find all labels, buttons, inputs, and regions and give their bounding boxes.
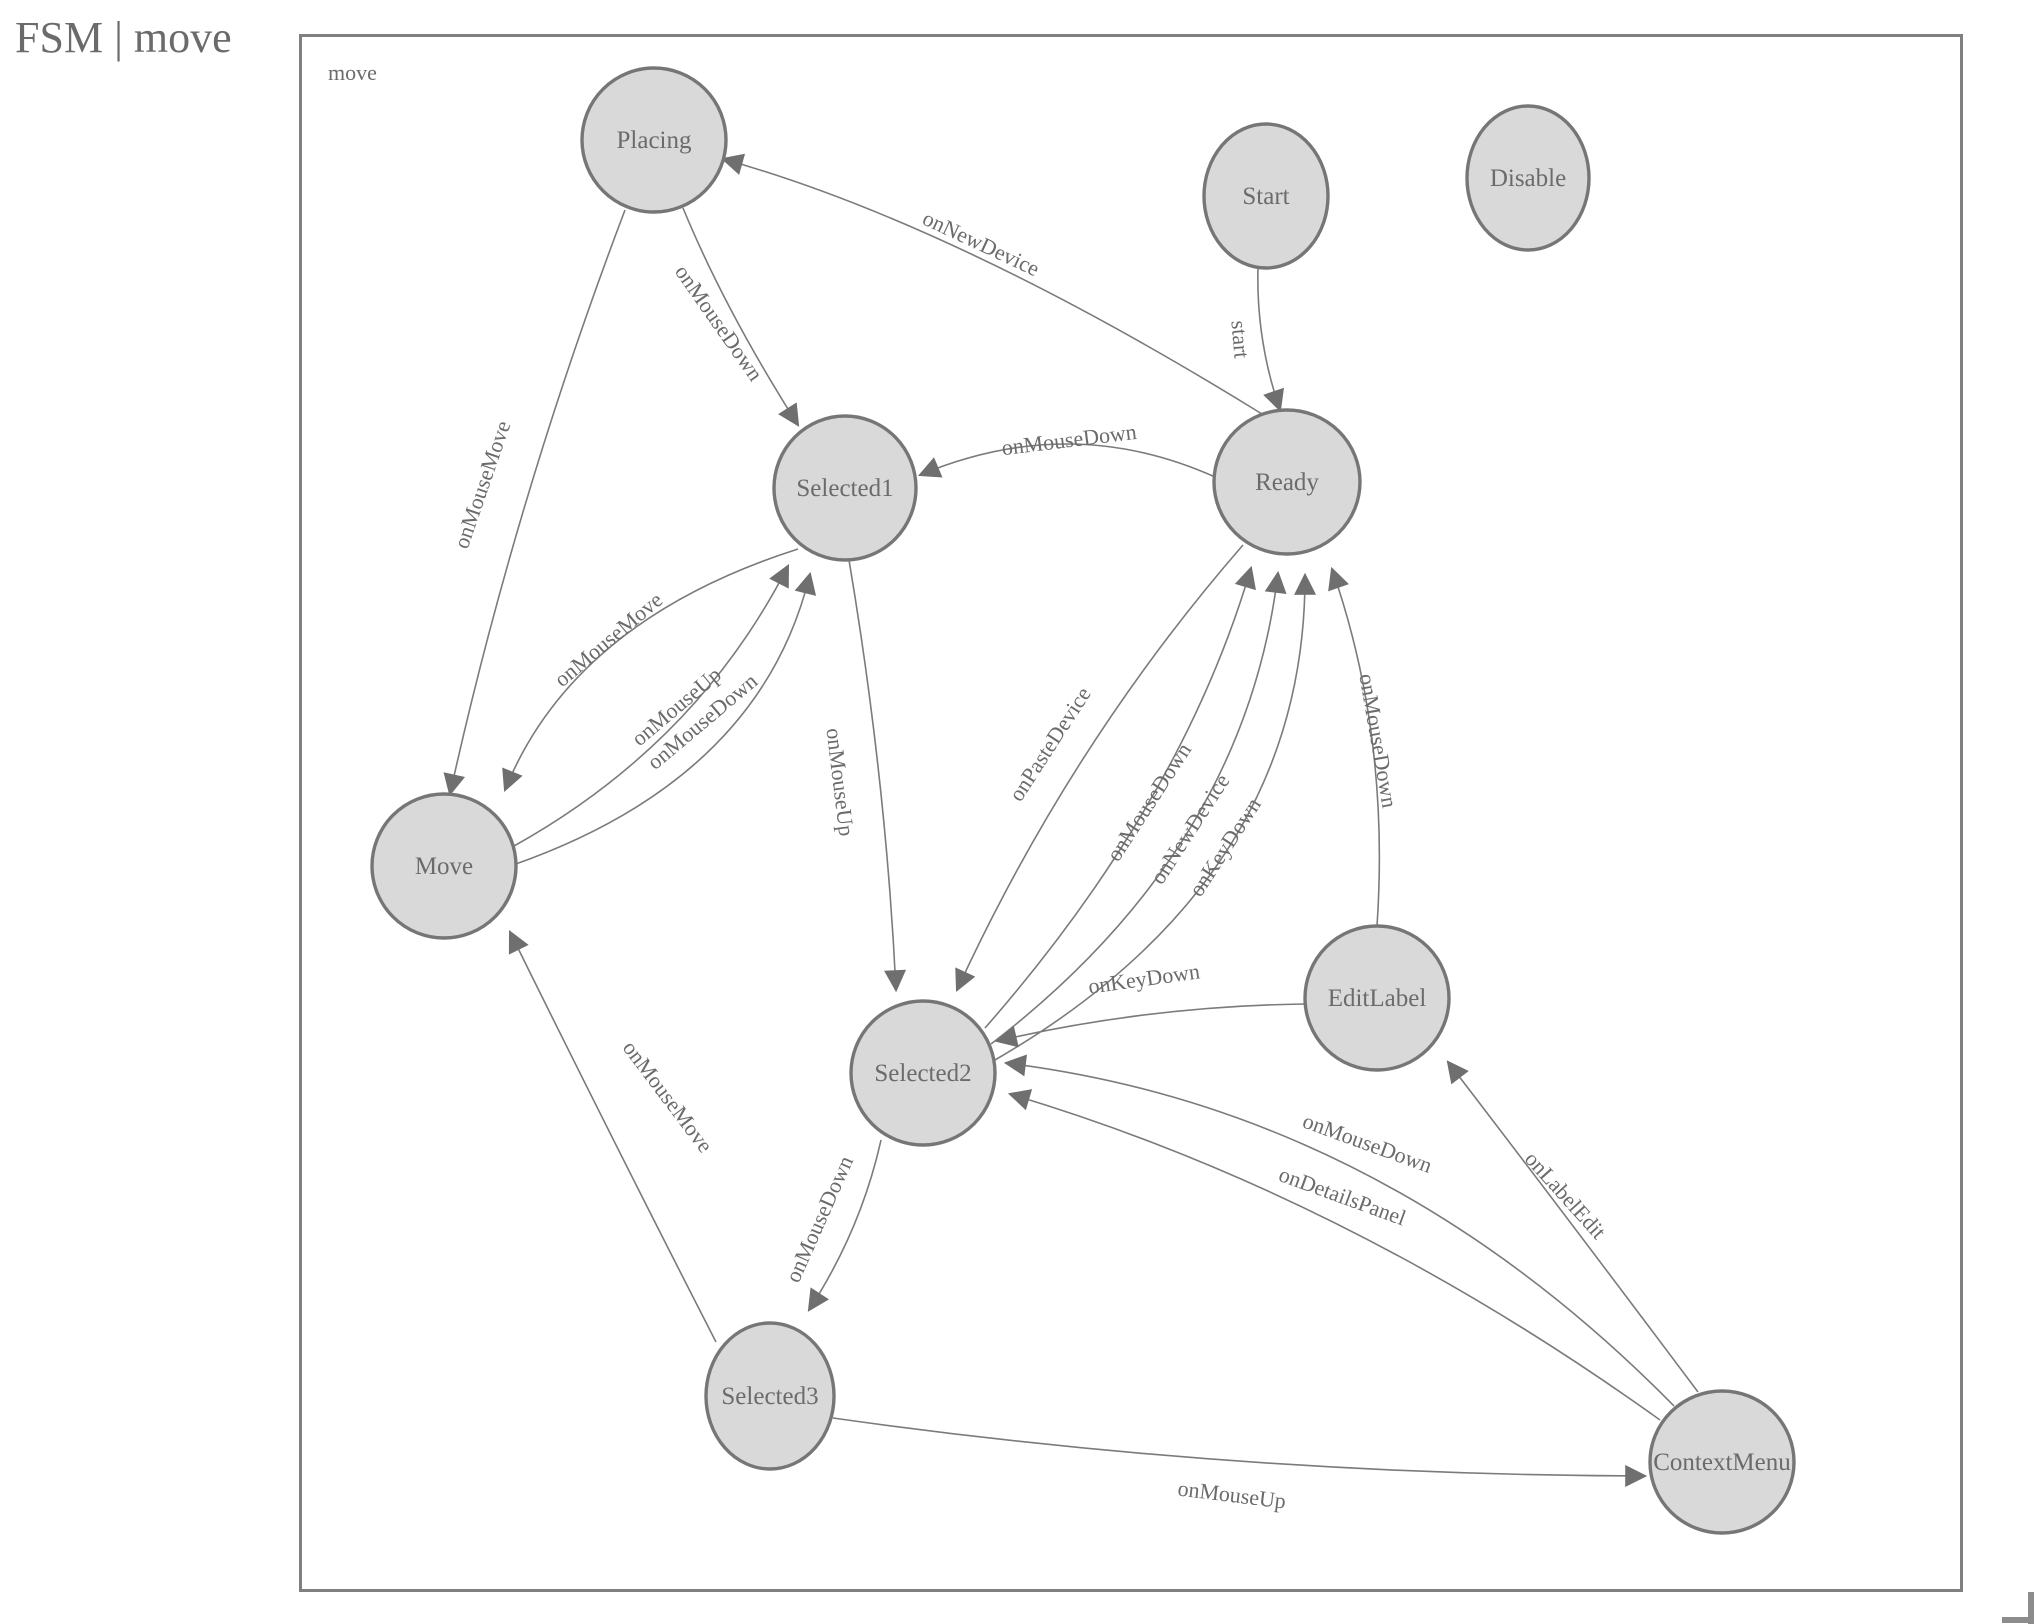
state-circle[interactable]: [772, 414, 918, 562]
transition-Selected2-Ready-onKeyDown: [994, 572, 1317, 1061]
state-label: Placing: [617, 127, 692, 154]
state-node-Selected3[interactable]: Selected3: [704, 1321, 836, 1471]
transition-Selected3-ContextMenu-onMouseUp: [832, 1417, 1648, 1487]
state-label: ContextMenu: [1653, 1449, 1791, 1476]
state-label: EditLabel: [1328, 985, 1427, 1012]
state-label: Ready: [1255, 469, 1319, 496]
transition-label: onDetailsPanel: [1276, 1161, 1410, 1230]
transition-Move-Selected1-onMouseDown: [512, 571, 817, 866]
scrollbar-corner: [2002, 1617, 2034, 1623]
transition-label: onNewDevice: [919, 205, 1044, 281]
transition-Selected1-Move-onMouseMove: [502, 548, 799, 793]
state-node-ContextMenu[interactable]: ContextMenu: [1648, 1389, 1796, 1535]
transition-Selected2-Selected3-onMouseDown: [807, 1139, 882, 1312]
transition-Placing-Move-onMouseMove: [443, 209, 626, 797]
state-node-Disable[interactable]: Disable: [1465, 104, 1591, 252]
transition-Ready-Placing-onNewDevice: [720, 153, 1263, 415]
transition-label: onMouseMove: [618, 1036, 718, 1157]
state-label: Disable: [1490, 165, 1566, 192]
state-node-Selected2[interactable]: Selected2: [849, 999, 997, 1147]
state-node-Ready[interactable]: Ready: [1212, 408, 1362, 556]
state-node-Move[interactable]: Move: [370, 792, 518, 940]
transition-EditLabel-Selected2-onKeyDown: [994, 1003, 1306, 1048]
state-circle[interactable]: [1648, 1389, 1796, 1535]
state-circle[interactable]: [1202, 122, 1330, 270]
state-node-Placing[interactable]: Placing: [580, 66, 728, 214]
transition-ContextMenu-EditLabel-onLabelEdit: [1446, 1060, 1699, 1393]
scrollbar-corner: [2028, 1592, 2034, 1624]
transition-Move-Selected1-onMouseUp: [513, 564, 790, 847]
transition-label: onMouseUp: [821, 727, 859, 838]
transition-Selected3-Move-onMouseMove: [508, 930, 717, 1343]
state-label: Move: [415, 853, 473, 880]
diagram-canvas-border: [299, 34, 1963, 1592]
transition-Ready-Selected2-onPasteDevice: [955, 544, 1244, 992]
state-node-EditLabel[interactable]: EditLabel: [1303, 924, 1451, 1072]
transition-Placing-Selected1-onMouseDown: [682, 207, 800, 427]
state-circle[interactable]: [1212, 408, 1362, 556]
state-node-Start[interactable]: Start: [1202, 122, 1330, 270]
state-circle[interactable]: [1465, 104, 1591, 252]
state-label: Selected1: [796, 475, 893, 502]
transition-label: onMouseDown: [780, 1152, 858, 1286]
state-circle[interactable]: [849, 999, 997, 1147]
state-label: Selected3: [721, 1383, 818, 1410]
canvas-label: move: [328, 60, 377, 85]
transition-ContextMenu-Selected2-onMouseDown: [1003, 1054, 1675, 1407]
state-node-Selected1[interactable]: Selected1: [772, 414, 918, 562]
page-title: FSM | move: [15, 13, 232, 62]
transition-label: onMouseDown: [670, 260, 768, 385]
state-label: Start: [1242, 183, 1289, 210]
state-circle[interactable]: [704, 1321, 836, 1471]
transition-label: onMouseDown: [1000, 419, 1138, 460]
transition-label: onPasteDevice: [1004, 682, 1096, 805]
transition-label: onMouseMove: [549, 587, 667, 692]
state-label: Selected2: [874, 1060, 971, 1087]
state-circle[interactable]: [370, 792, 518, 940]
transition-EditLabel-Ready-onMouseDown: [1328, 566, 1381, 927]
state-circle[interactable]: [1303, 924, 1451, 1072]
transition-Selected2-Ready-onMouseDown: [984, 565, 1256, 1029]
transition-Start-Ready-start: [1257, 267, 1284, 413]
transition-label: onKeyDown: [1087, 958, 1202, 998]
transition-ContextMenu-Selected2-onDetailsPanel: [1007, 1089, 1661, 1421]
transition-Ready-Selected1-onMouseDown: [917, 443, 1216, 478]
transition-label: onMouseUp: [1176, 1476, 1287, 1514]
transition-label: onMouseDown: [1300, 1108, 1436, 1178]
transition-label: onLabelEdit: [1520, 1146, 1611, 1244]
transition-Selected2-Ready-onNewDevice: [990, 570, 1287, 1045]
state-circle[interactable]: [580, 66, 728, 214]
transition-label: onMouseMove: [448, 418, 515, 552]
transition-Selected1-Selected2-onMouseUp: [848, 559, 907, 993]
transition-label: onMouseDown: [1354, 672, 1402, 810]
transition-label: start: [1226, 319, 1254, 359]
